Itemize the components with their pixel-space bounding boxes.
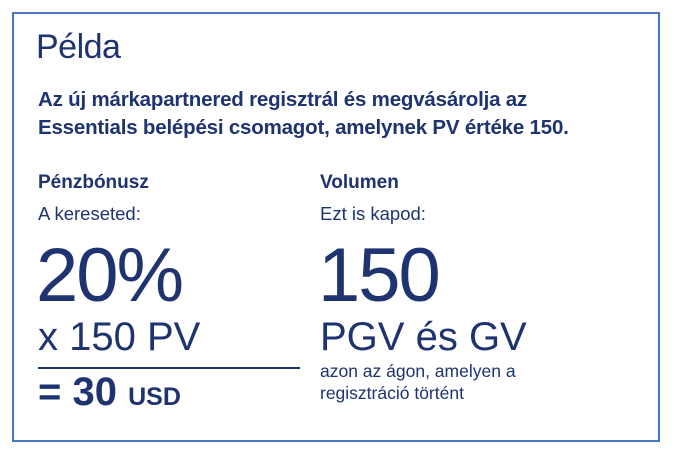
volume-note: azon az ágon, amelyen a regisztráció tör… bbox=[320, 360, 516, 404]
example-title: Példa bbox=[36, 28, 121, 66]
pv-multiplier: x 150 PV bbox=[38, 315, 201, 359]
note-line: azon az ágon, amelyen a bbox=[320, 361, 516, 381]
total-currency: USD bbox=[128, 383, 181, 411]
example-box bbox=[12, 12, 660, 442]
volume-subheading: Ezt is kapod: bbox=[320, 203, 426, 224]
divider bbox=[38, 367, 300, 369]
volume-value: 150 bbox=[318, 233, 441, 318]
bonus-total: = 30 USD bbox=[38, 370, 181, 419]
description-line: Az új márkapartnered regisztrál és megvá… bbox=[38, 88, 528, 111]
bonus-percent: 20% bbox=[36, 233, 184, 318]
volume-type: PGV és GV bbox=[320, 315, 527, 359]
note-line: regisztráció történt bbox=[320, 383, 464, 403]
total-amount: = 30 bbox=[38, 370, 117, 414]
cash-bonus-heading: Pénzbónusz bbox=[38, 172, 149, 193]
example-description: Az új márkapartnered regisztrál és megvá… bbox=[38, 86, 569, 142]
description-line: Essentials belépési csomagot, amelynek P… bbox=[38, 116, 569, 139]
cash-bonus-subheading: A kereseted: bbox=[38, 203, 141, 224]
volume-heading: Volumen bbox=[320, 172, 399, 193]
